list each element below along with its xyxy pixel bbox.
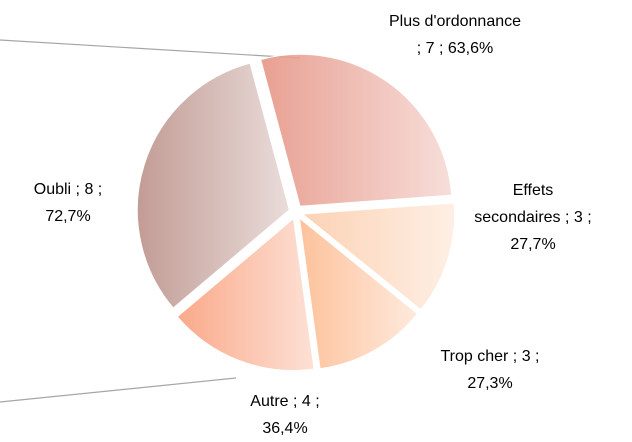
label-part: Autre	[250, 393, 289, 410]
label-part: 3	[521, 348, 531, 365]
label-part: Effets secondaires	[474, 182, 561, 226]
label-part: ;	[560, 209, 574, 226]
label-part: ;	[434, 40, 448, 57]
label-part: 36,4%	[262, 420, 308, 437]
label-part: 27,3%	[467, 375, 513, 392]
leader-line	[0, 377, 237, 403]
data-label: Trop cher ; 3 ; 27,3%	[425, 343, 555, 397]
pie-slice	[136, 62, 290, 309]
label-part: ;	[288, 393, 302, 410]
label-part: 72,7%	[45, 208, 91, 225]
label-part: Trop cher	[440, 348, 509, 365]
data-label: Oubli ; 8 ; 72,7%	[23, 176, 113, 230]
leader-line	[0, 39, 301, 59]
label-part: ;	[416, 40, 426, 57]
label-part: ;	[93, 181, 103, 198]
data-label: Effets secondaires ; 3 ; 27,7%	[471, 177, 595, 258]
label-part: ;	[71, 181, 85, 198]
label-part: 7	[425, 40, 435, 57]
label-part: 4	[301, 393, 311, 410]
pie-slice	[176, 217, 315, 372]
label-part: ;	[582, 209, 592, 226]
label-part: ;	[508, 348, 522, 365]
label-part: Plus d'ordonnance	[388, 13, 522, 30]
label-part: 3	[573, 209, 583, 226]
pie-slice	[298, 216, 419, 370]
label-part: 63,6%	[447, 40, 494, 57]
pie-slice	[260, 53, 453, 207]
pie-slice	[301, 202, 456, 311]
label-part: 8	[84, 181, 94, 198]
label-part: 27,7%	[510, 236, 556, 253]
data-label: Autre ; 4 ; 36,4%	[240, 388, 330, 442]
label-part: ;	[530, 348, 540, 365]
label-part: Oubli	[33, 181, 72, 198]
label-part: ;	[310, 393, 320, 410]
data-label: Plus d'ordonnance ; 7 ; 63,6%	[386, 8, 524, 62]
